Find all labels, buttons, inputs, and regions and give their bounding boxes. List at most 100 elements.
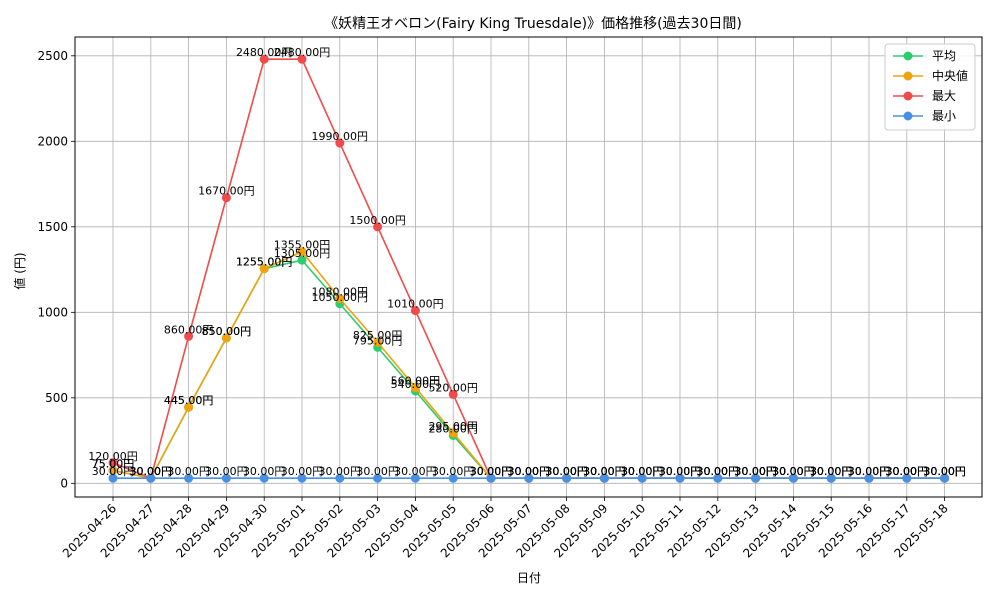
legend-marker bbox=[903, 71, 913, 81]
legend-label: 最大 bbox=[932, 89, 956, 103]
data-label: 30.00円 bbox=[848, 465, 891, 478]
data-label: 2480.00円 bbox=[236, 46, 293, 59]
legend-marker bbox=[903, 51, 913, 61]
y-tick-label: 2500 bbox=[37, 49, 68, 63]
data-label: 30.00円 bbox=[697, 465, 740, 478]
data-point bbox=[335, 473, 345, 483]
data-point bbox=[637, 473, 647, 483]
data-label: 30.00円 bbox=[886, 465, 929, 478]
data-label: 30.00円 bbox=[923, 465, 966, 478]
data-label: 30.00円 bbox=[923, 465, 966, 478]
data-label: 30.00円 bbox=[848, 465, 891, 478]
data-point bbox=[297, 247, 307, 257]
data-point bbox=[410, 383, 420, 393]
data-label: 825.00円 bbox=[353, 329, 403, 342]
data-point bbox=[297, 473, 307, 483]
data-label: 30.00円 bbox=[772, 465, 815, 478]
data-label: 30.00円 bbox=[734, 465, 777, 478]
legend-marker bbox=[903, 91, 913, 101]
data-point bbox=[108, 473, 118, 483]
data-point bbox=[221, 193, 231, 203]
data-label: 1010.00円 bbox=[387, 298, 444, 311]
legend-box bbox=[884, 43, 976, 131]
y-axis-label: 値 (円) bbox=[12, 252, 27, 289]
data-point bbox=[448, 389, 458, 399]
data-point bbox=[184, 473, 194, 483]
data-label: 30.00円 bbox=[319, 465, 362, 478]
data-label: 30.00円 bbox=[470, 465, 513, 478]
data-label: 30.00円 bbox=[621, 465, 664, 478]
data-label: 30.00円 bbox=[545, 465, 588, 478]
data-label: 1670.00円 bbox=[198, 185, 255, 198]
data-label: 30.00円 bbox=[621, 465, 664, 478]
data-label: 120.00円 bbox=[88, 450, 138, 463]
data-point bbox=[713, 473, 723, 483]
data-label: 30.00円 bbox=[545, 465, 588, 478]
data-label: 30.00円 bbox=[659, 465, 702, 478]
data-point bbox=[259, 54, 269, 64]
data-point bbox=[902, 473, 912, 483]
data-point bbox=[599, 473, 609, 483]
data-point bbox=[562, 473, 572, 483]
y-tick-label: 500 bbox=[45, 391, 68, 405]
data-label: 30.00円 bbox=[734, 465, 777, 478]
data-label: 30.00円 bbox=[734, 465, 777, 478]
data-label: 280.00円 bbox=[428, 422, 478, 435]
data-label: 30.00円 bbox=[659, 465, 702, 478]
data-label: 30.00円 bbox=[621, 465, 664, 478]
data-point bbox=[675, 473, 685, 483]
data-label: 30.00円 bbox=[583, 465, 626, 478]
data-label: 30.00円 bbox=[508, 465, 551, 478]
data-point bbox=[448, 473, 458, 483]
data-point bbox=[335, 294, 345, 304]
data-label: 860.00円 bbox=[164, 323, 214, 336]
data-label: 30.00円 bbox=[621, 465, 664, 478]
data-label: 30.00円 bbox=[659, 465, 702, 478]
data-label: 30.00円 bbox=[772, 465, 815, 478]
data-label: 445.00円 bbox=[164, 394, 214, 407]
y-tick-label: 1000 bbox=[37, 305, 68, 319]
data-point bbox=[410, 306, 420, 316]
data-label: 75.00円 bbox=[92, 457, 135, 470]
data-label: 30.00円 bbox=[886, 465, 929, 478]
data-label: 1255.00円 bbox=[236, 256, 293, 269]
data-point bbox=[788, 473, 798, 483]
data-point bbox=[826, 473, 836, 483]
data-label: 30.00円 bbox=[848, 465, 891, 478]
data-label: 30.00円 bbox=[810, 465, 853, 478]
data-label: 30.00円 bbox=[583, 465, 626, 478]
data-point bbox=[448, 428, 458, 438]
data-label: 850.00円 bbox=[202, 325, 252, 338]
data-point bbox=[864, 473, 874, 483]
data-label: 30.00円 bbox=[810, 465, 853, 478]
data-label: 30.00円 bbox=[281, 465, 324, 478]
legend-label: 最小 bbox=[932, 109, 956, 123]
data-label: 30.00円 bbox=[848, 465, 891, 478]
data-point bbox=[297, 255, 307, 265]
grid bbox=[75, 37, 982, 497]
data-label: 1500.00円 bbox=[349, 214, 406, 227]
data-point bbox=[297, 54, 307, 64]
data-point bbox=[221, 473, 231, 483]
y-tick-label: 0 bbox=[60, 476, 68, 490]
data-label: 560.00円 bbox=[391, 375, 441, 388]
data-label: 30.00円 bbox=[659, 465, 702, 478]
data-label: 2480.00円 bbox=[274, 46, 331, 59]
data-label: 30.00円 bbox=[734, 465, 777, 478]
data-point bbox=[751, 473, 761, 483]
data-label: 445.00円 bbox=[164, 394, 214, 407]
data-label: 795.00円 bbox=[353, 334, 403, 347]
data-label: 30.00円 bbox=[923, 465, 966, 478]
data-label: 30.00円 bbox=[508, 465, 551, 478]
data-label: 30.00円 bbox=[697, 465, 740, 478]
data-label: 540.00円 bbox=[391, 378, 441, 391]
data-point bbox=[410, 473, 420, 483]
data-point bbox=[940, 473, 950, 483]
data-point bbox=[146, 473, 156, 483]
data-point bbox=[486, 473, 496, 483]
series-group bbox=[108, 54, 950, 483]
data-label: 30.00円 bbox=[545, 465, 588, 478]
data-point bbox=[108, 458, 118, 468]
